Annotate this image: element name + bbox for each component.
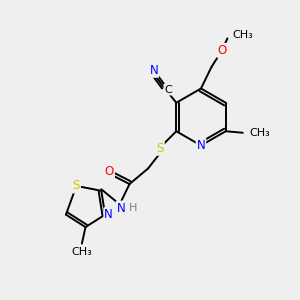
Text: CH₃: CH₃ <box>71 247 92 257</box>
Text: S: S <box>156 142 164 155</box>
Text: O: O <box>105 165 114 178</box>
Text: CH₃: CH₃ <box>233 30 254 40</box>
Text: CH₃: CH₃ <box>250 128 270 138</box>
Text: H: H <box>129 203 137 213</box>
Text: N: N <box>104 208 113 221</box>
Text: N: N <box>149 64 158 77</box>
Text: N: N <box>117 202 125 214</box>
Text: N: N <box>196 139 206 152</box>
Text: S: S <box>73 179 80 192</box>
Text: C: C <box>164 85 172 94</box>
Text: O: O <box>218 44 226 57</box>
